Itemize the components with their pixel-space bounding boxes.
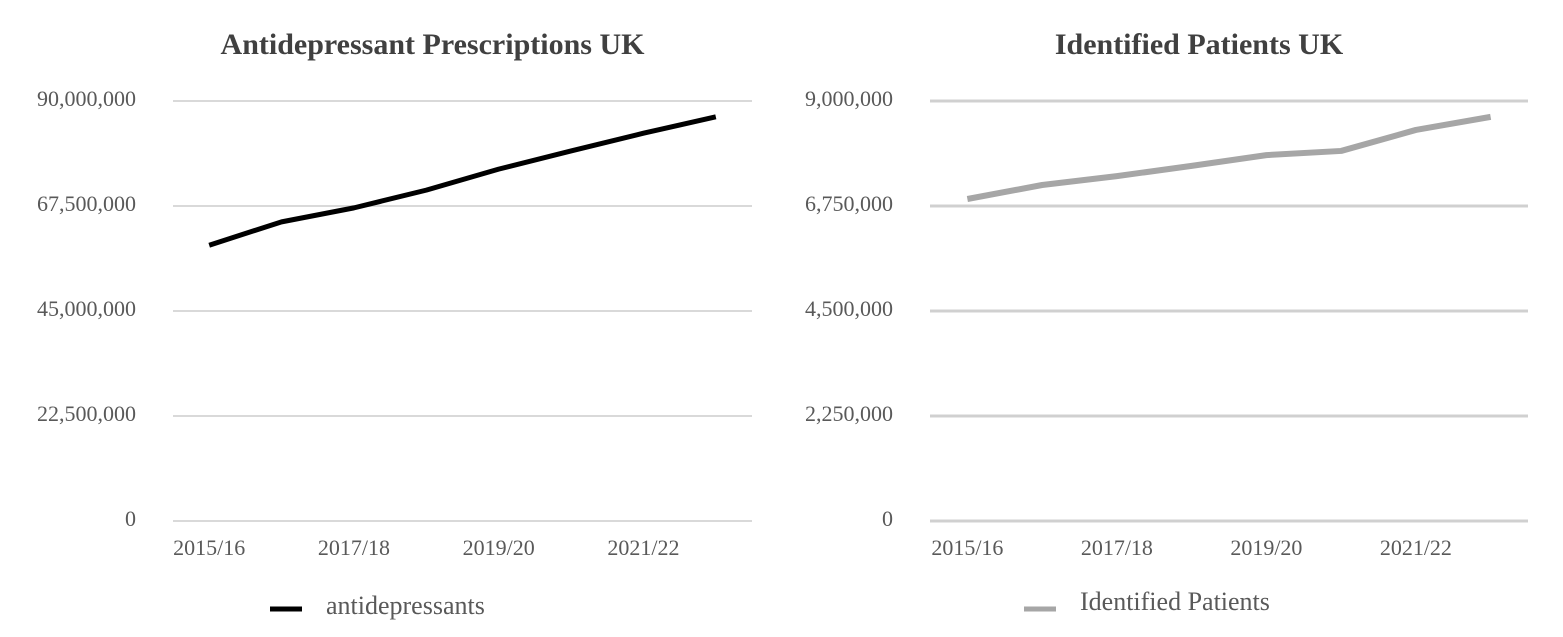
legend-label: antidepressants	[326, 591, 485, 620]
data-line	[208, 114, 717, 248]
x-tick-label: 2021/22	[607, 535, 679, 560]
y-tick-label: 6,750,000	[805, 191, 893, 216]
y-tick-label: 9,000,000	[805, 86, 893, 111]
y-tick-label: 4,500,000	[805, 296, 893, 321]
data-line	[966, 113, 1492, 202]
x-tick-label: 2017/18	[318, 535, 390, 560]
chart-title: Identified Patients UK	[1055, 28, 1344, 61]
x-tick-label: 2019/20	[463, 535, 535, 560]
y-tick-label: 90,000,000	[37, 86, 136, 111]
chart-title: Antidepressant Prescriptions UK	[221, 28, 646, 61]
y-tick-label: 0	[125, 506, 136, 531]
y-tick-label: 2,250,000	[805, 401, 893, 426]
y-tick-label: 45,000,000	[37, 296, 136, 321]
x-tick-label: 2015/16	[931, 535, 1003, 560]
legend-label: Identified Patients	[1080, 587, 1270, 616]
x-tick-label: 2017/18	[1081, 535, 1153, 560]
y-tick-label: 0	[882, 506, 893, 531]
x-tick-label: 2021/22	[1380, 535, 1452, 560]
y-tick-label: 67,500,000	[37, 191, 136, 216]
y-tick-label: 22,500,000	[37, 401, 136, 426]
x-tick-label: 2019/20	[1230, 535, 1302, 560]
x-tick-label: 2015/16	[173, 535, 245, 560]
